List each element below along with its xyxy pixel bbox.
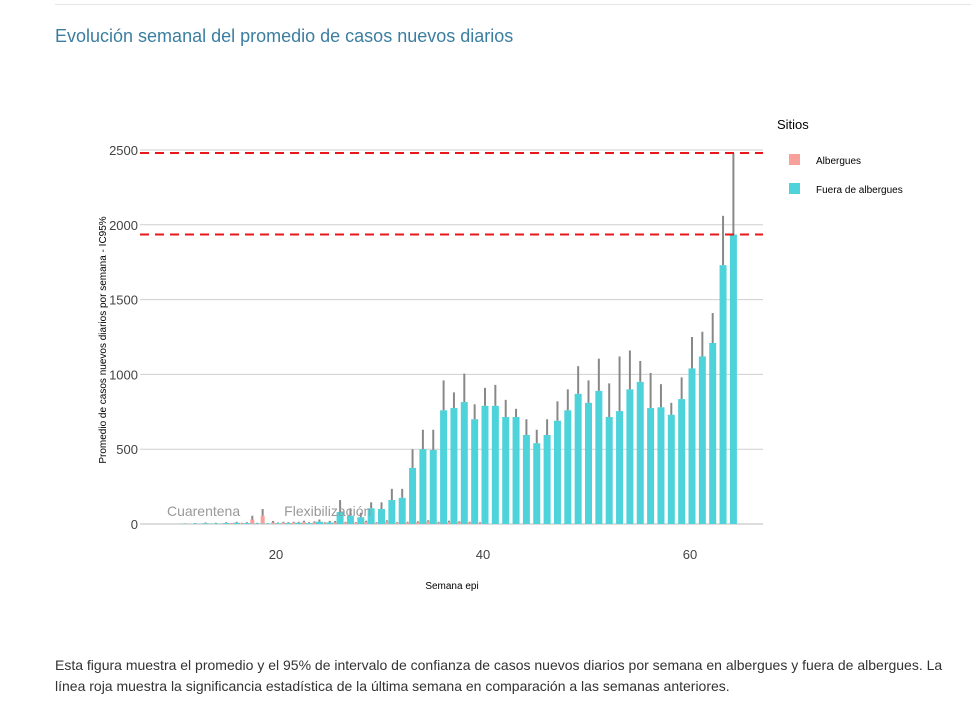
bar-fuera bbox=[243, 523, 251, 524]
bar-albergues bbox=[478, 523, 482, 524]
bar-fuera bbox=[647, 408, 655, 524]
annotation: Cuarentena bbox=[167, 503, 240, 519]
bar-albergues bbox=[333, 522, 338, 524]
bar-fuera bbox=[274, 523, 282, 524]
x-tick-label: 40 bbox=[476, 547, 490, 562]
bar-fuera bbox=[346, 515, 354, 524]
bar-fuera bbox=[698, 356, 706, 524]
bar-albergues bbox=[436, 522, 441, 524]
bar-fuera bbox=[626, 389, 634, 524]
bar-albergues bbox=[353, 523, 358, 524]
bar-fuera bbox=[378, 509, 385, 524]
y-tick-label: 500 bbox=[116, 442, 138, 457]
bar-fuera bbox=[295, 522, 303, 524]
bar-albergues bbox=[271, 522, 275, 524]
bar-fuera bbox=[574, 393, 582, 524]
bar-albergues bbox=[302, 522, 307, 524]
legend-label: Fuera de albergues bbox=[816, 185, 903, 196]
bar-fuera bbox=[429, 449, 437, 524]
bar-fuera bbox=[709, 342, 717, 524]
legend-label: Albergues bbox=[816, 156, 861, 167]
bar-fuera bbox=[315, 521, 323, 524]
bar-fuera bbox=[657, 407, 665, 524]
bar-albergues bbox=[374, 523, 379, 524]
bar-fuera bbox=[233, 522, 241, 524]
bar-fuera bbox=[719, 265, 727, 524]
bar-fuera bbox=[450, 408, 458, 524]
y-tick-label: 0 bbox=[131, 517, 138, 532]
bar-fuera bbox=[636, 381, 644, 524]
x-tick-label: 60 bbox=[683, 547, 697, 562]
bar-albergues bbox=[281, 522, 286, 524]
bar-albergues bbox=[312, 522, 317, 524]
legend-swatch bbox=[789, 183, 800, 194]
bar-fuera bbox=[729, 234, 737, 525]
bar-fuera bbox=[678, 399, 686, 524]
divider bbox=[55, 4, 971, 5]
bar-fuera bbox=[667, 414, 675, 524]
y-tick-label: 1000 bbox=[109, 367, 138, 382]
chart-title: Evolución semanal del promedio de casos … bbox=[55, 26, 514, 46]
bar-albergues bbox=[291, 522, 296, 524]
bar-fuera bbox=[367, 508, 375, 524]
bar-fuera bbox=[336, 512, 344, 524]
bar-albergues bbox=[405, 522, 410, 524]
bar-fuera bbox=[481, 405, 489, 524]
bar-fuera bbox=[398, 497, 406, 524]
bar-albergues bbox=[426, 521, 431, 524]
bar-fuera bbox=[409, 467, 417, 524]
bar-fuera bbox=[419, 449, 427, 524]
bar-fuera bbox=[688, 368, 696, 524]
bar-fuera bbox=[253, 523, 261, 524]
legend-title: Sitios bbox=[777, 117, 809, 132]
bar-albergues bbox=[260, 515, 265, 524]
bar-fuera bbox=[522, 434, 530, 524]
bar-fuera bbox=[616, 411, 624, 524]
bar-albergues bbox=[446, 522, 451, 524]
x-tick-label: 20 bbox=[269, 547, 283, 562]
bar-fuera bbox=[605, 417, 613, 524]
bar-fuera bbox=[595, 390, 603, 524]
bar-albergues bbox=[343, 522, 348, 524]
figure-caption: Esta figura muestra el promedio y el 95%… bbox=[55, 657, 943, 694]
bar-fuera bbox=[471, 419, 479, 524]
bar-fuera bbox=[222, 523, 230, 524]
y-axis-title: Promedio de casos nuevos diarios por sem… bbox=[98, 216, 109, 463]
bar-fuera bbox=[305, 523, 313, 524]
bar-albergues bbox=[384, 521, 389, 524]
bar-albergues bbox=[457, 522, 462, 524]
bar-fuera bbox=[460, 402, 468, 524]
bar-albergues bbox=[364, 522, 369, 524]
annotation: Flexibilización bbox=[284, 503, 371, 519]
bar-albergues bbox=[467, 522, 472, 524]
bar-fuera bbox=[202, 523, 210, 524]
bar-albergues bbox=[250, 519, 255, 524]
bar-fuera bbox=[326, 522, 334, 524]
bar-fuera bbox=[357, 517, 365, 524]
bar-fuera bbox=[388, 500, 396, 524]
y-tick-label: 2500 bbox=[109, 143, 138, 158]
y-tick-label: 1500 bbox=[109, 293, 138, 308]
bar-fuera bbox=[491, 405, 499, 524]
bar-albergues bbox=[415, 522, 420, 524]
x-axis-title: Semana epi bbox=[425, 581, 478, 592]
bar-fuera bbox=[553, 420, 561, 524]
bar-fuera bbox=[512, 417, 520, 524]
bar-fuera bbox=[533, 443, 541, 524]
bar-fuera bbox=[543, 434, 551, 524]
bar-fuera bbox=[440, 410, 448, 524]
bar-albergues bbox=[322, 523, 327, 524]
bar-fuera bbox=[212, 523, 220, 524]
bar-albergues bbox=[239, 523, 244, 524]
bar-fuera bbox=[502, 417, 510, 524]
bar-fuera bbox=[564, 410, 572, 524]
bar-fuera bbox=[284, 523, 292, 524]
bar-albergues bbox=[395, 523, 400, 524]
legend-swatch bbox=[789, 154, 800, 165]
y-tick-label: 2000 bbox=[109, 218, 138, 233]
bar-fuera bbox=[585, 402, 592, 524]
